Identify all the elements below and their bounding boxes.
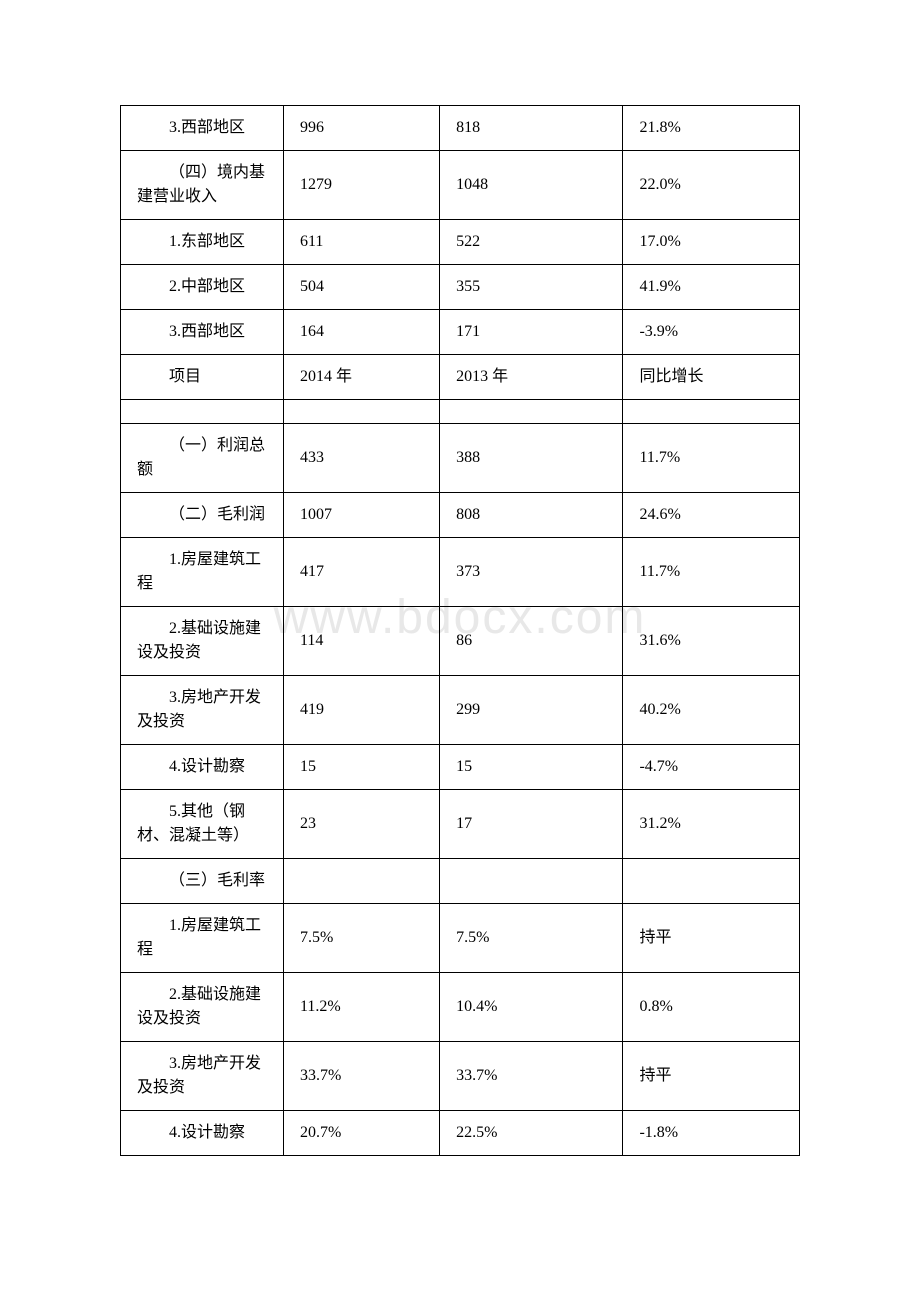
table-cell: 22.5% [440, 1111, 623, 1156]
table-cell: 114 [283, 607, 439, 676]
table-cell: 504 [283, 265, 439, 310]
table-cell: 24.6% [623, 493, 800, 538]
table-cell: 11.7% [623, 538, 800, 607]
table-cell: 1048 [440, 151, 623, 220]
table-cell: 1.东部地区 [121, 220, 284, 265]
table-cell: 11.7% [623, 424, 800, 493]
table-cell: 433 [283, 424, 439, 493]
table-row: 1.东部地区61152217.0% [121, 220, 800, 265]
table-cell: 3.房地产开发及投资 [121, 676, 284, 745]
table-cell: 5.其他（钢材、混凝土等） [121, 790, 284, 859]
table-row: 2.中部地区50435541.9% [121, 265, 800, 310]
table-cell: 17 [440, 790, 623, 859]
table-cell: 4.设计勘察 [121, 745, 284, 790]
table-cell: 417 [283, 538, 439, 607]
table-cell: 33.7% [440, 1042, 623, 1111]
table-cell [440, 400, 623, 424]
table-cell: 3.西部地区 [121, 106, 284, 151]
table-cell: 40.2% [623, 676, 800, 745]
table-cell: 20.7% [283, 1111, 439, 1156]
table-cell: 3.西部地区 [121, 310, 284, 355]
table-cell: 10.4% [440, 973, 623, 1042]
table-cell: -4.7% [623, 745, 800, 790]
table-row: （二）毛利润100780824.6% [121, 493, 800, 538]
table-cell [440, 859, 623, 904]
table-cell: （一）利润总额 [121, 424, 284, 493]
table-cell: 21.8% [623, 106, 800, 151]
table-row: 4.设计勘察20.7%22.5%-1.8% [121, 1111, 800, 1156]
table-cell: 15 [283, 745, 439, 790]
table-cell: 23 [283, 790, 439, 859]
table-body: 3.西部地区99681821.8%（四）境内基建营业收入1279104822.0… [121, 106, 800, 1156]
table-cell: 388 [440, 424, 623, 493]
table-cell: 3.房地产开发及投资 [121, 1042, 284, 1111]
table-cell: 持平 [623, 904, 800, 973]
table-row: 项目2014 年2013 年同比增长 [121, 355, 800, 400]
table-cell: 373 [440, 538, 623, 607]
table-cell: 31.6% [623, 607, 800, 676]
table-row: 5.其他（钢材、混凝土等）231731.2% [121, 790, 800, 859]
table-cell: 419 [283, 676, 439, 745]
table-cell: （二）毛利润 [121, 493, 284, 538]
table-cell: 355 [440, 265, 623, 310]
table-cell: 22.0% [623, 151, 800, 220]
table-cell: 299 [440, 676, 623, 745]
table-cell: 33.7% [283, 1042, 439, 1111]
table-cell: -1.8% [623, 1111, 800, 1156]
table-cell: -3.9% [623, 310, 800, 355]
table-cell: 4.设计勘察 [121, 1111, 284, 1156]
table-cell [283, 400, 439, 424]
table-row: （一）利润总额43338811.7% [121, 424, 800, 493]
table-row: 1.房屋建筑工程7.5%7.5%持平 [121, 904, 800, 973]
table-cell: 808 [440, 493, 623, 538]
table-cell: 1007 [283, 493, 439, 538]
table-row: 4.设计勘察1515-4.7% [121, 745, 800, 790]
table-cell: 611 [283, 220, 439, 265]
table-cell: 持平 [623, 1042, 800, 1111]
table-cell [623, 400, 800, 424]
table-cell: 171 [440, 310, 623, 355]
table-cell: 2014 年 [283, 355, 439, 400]
table-cell: 164 [283, 310, 439, 355]
table-cell: 项目 [121, 355, 284, 400]
table-cell: 86 [440, 607, 623, 676]
table-cell: 7.5% [440, 904, 623, 973]
table-cell: 2.中部地区 [121, 265, 284, 310]
table-cell: （三）毛利率 [121, 859, 284, 904]
table-row: （四）境内基建营业收入1279104822.0% [121, 151, 800, 220]
data-table: 3.西部地区99681821.8%（四）境内基建营业收入1279104822.0… [120, 105, 800, 1156]
table-row: 3.西部地区164171-3.9% [121, 310, 800, 355]
table-row: 2.基础设施建设及投资1148631.6% [121, 607, 800, 676]
table-cell: 1.房屋建筑工程 [121, 904, 284, 973]
table-cell: 2.基础设施建设及投资 [121, 973, 284, 1042]
table-cell: 1.房屋建筑工程 [121, 538, 284, 607]
table-row: 3.房地产开发及投资33.7%33.7%持平 [121, 1042, 800, 1111]
table-cell: 15 [440, 745, 623, 790]
table-cell: 31.2% [623, 790, 800, 859]
table-cell: 996 [283, 106, 439, 151]
table-cell: （四）境内基建营业收入 [121, 151, 284, 220]
table-row: 1.房屋建筑工程41737311.7% [121, 538, 800, 607]
table-cell: 818 [440, 106, 623, 151]
table-cell: 11.2% [283, 973, 439, 1042]
table-cell: 1279 [283, 151, 439, 220]
table-row: （三）毛利率 [121, 859, 800, 904]
table-cell: 2013 年 [440, 355, 623, 400]
table-cell [283, 859, 439, 904]
table-row: 3.西部地区99681821.8% [121, 106, 800, 151]
table-cell: 2.基础设施建设及投资 [121, 607, 284, 676]
table-cell: 522 [440, 220, 623, 265]
table-cell [623, 859, 800, 904]
table-row: 2.基础设施建设及投资11.2%10.4%0.8% [121, 973, 800, 1042]
table-cell [121, 400, 284, 424]
table-cell: 7.5% [283, 904, 439, 973]
table-row: 3.房地产开发及投资41929940.2% [121, 676, 800, 745]
table-cell: 0.8% [623, 973, 800, 1042]
table-row [121, 400, 800, 424]
table-cell: 17.0% [623, 220, 800, 265]
table-cell: 同比增长 [623, 355, 800, 400]
table-cell: 41.9% [623, 265, 800, 310]
